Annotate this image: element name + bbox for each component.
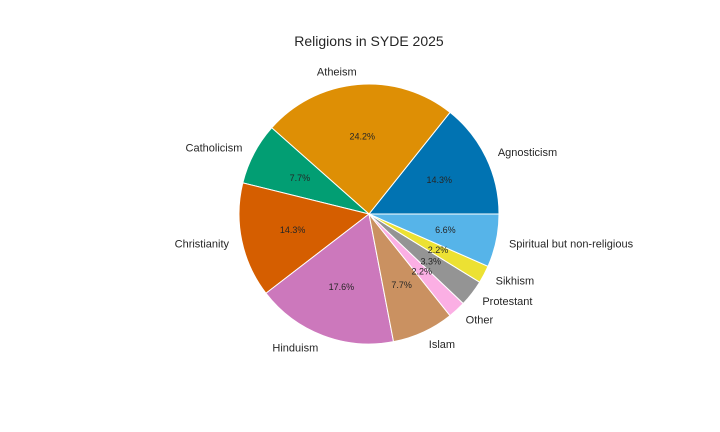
slice-pct-hinduism: 17.6% xyxy=(329,282,355,292)
pie-slice-christianity xyxy=(238,182,371,294)
pie-slice-spiritual-but-non-religious xyxy=(368,213,500,267)
slice-label-other: Other xyxy=(466,314,494,326)
slice-pct-other: 2.2% xyxy=(411,266,432,276)
slice-label-spiritual-but-non-religious: Spiritual but non-religious xyxy=(509,238,634,250)
slice-label-atheism: Atheism xyxy=(317,67,357,79)
slice-pct-christianity: 14.3% xyxy=(280,225,306,235)
slice-pct-protestant: 3.3% xyxy=(421,257,442,267)
slice-pct-sikhism: 2.2% xyxy=(428,245,449,255)
pie-slice-atheism xyxy=(270,83,451,215)
slice-label-hinduism: Hinduism xyxy=(272,343,318,355)
slice-pct-islam: 7.7% xyxy=(391,280,412,290)
slice-label-protestant: Protestant xyxy=(482,296,532,308)
slice-label-islam: Islam xyxy=(429,339,455,351)
pie-labels: Agnosticism 14.3% Atheism 24.2% Catholicism 7… xyxy=(175,67,634,355)
slice-pct-spiritual-but-non-religious: 6.6% xyxy=(435,225,456,235)
pie-slice-agnosticism xyxy=(367,111,500,215)
slice-pct-atheism: 24.2% xyxy=(350,131,376,141)
slice-label-agnosticism: Agnosticism xyxy=(498,147,557,159)
slice-pct-agnosticism: 14.3% xyxy=(427,175,453,185)
slice-label-catholicism: Catholicism xyxy=(186,143,243,155)
pie-slice-hinduism xyxy=(265,213,395,345)
slice-label-sikhism: Sikhism xyxy=(496,275,535,287)
pie-slices xyxy=(238,83,500,345)
chart-title: Religions in SYDE 2025 xyxy=(294,33,444,49)
slice-label-christianity: Christianity xyxy=(175,238,230,250)
slice-pct-catholicism: 7.7% xyxy=(290,173,311,183)
